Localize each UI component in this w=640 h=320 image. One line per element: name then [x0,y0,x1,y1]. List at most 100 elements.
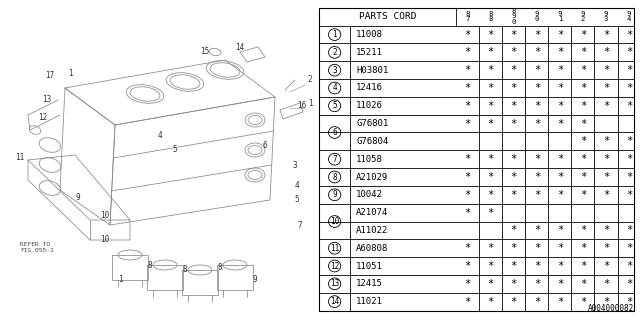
Text: *: * [626,279,632,289]
Text: 3: 3 [332,66,337,75]
Text: *: * [626,136,632,146]
Text: *: * [626,101,632,111]
Text: *: * [603,47,609,57]
Text: *: * [626,243,632,253]
Text: 8: 8 [182,266,188,275]
Text: *: * [626,297,632,307]
Text: *: * [603,83,609,93]
Text: *: * [603,172,609,182]
Text: A004000082: A004000082 [588,304,634,313]
Text: *: * [603,136,609,146]
Text: 6: 6 [262,140,268,149]
Text: *: * [488,297,493,307]
Text: 15: 15 [200,47,210,57]
Text: 12415: 12415 [356,279,383,288]
Text: *: * [534,225,540,236]
Text: *: * [465,279,470,289]
Text: *: * [534,279,540,289]
Text: 7: 7 [332,155,337,164]
Text: *: * [488,65,493,75]
Text: *: * [580,261,586,271]
Text: *: * [603,154,609,164]
Text: *: * [603,297,609,307]
Text: 5: 5 [173,146,177,155]
Text: *: * [511,279,516,289]
Text: *: * [488,172,493,182]
Text: *: * [603,65,609,75]
Text: *: * [557,101,563,111]
Text: 1: 1 [118,276,122,284]
Text: *: * [511,261,516,271]
Text: 2: 2 [332,48,337,57]
Text: 12: 12 [38,114,47,123]
Text: *: * [557,297,563,307]
Text: 8
7: 8 7 [465,11,470,22]
Text: *: * [557,154,563,164]
Text: 13: 13 [42,95,52,105]
Text: *: * [557,29,563,40]
Text: 9
2: 9 2 [580,11,585,22]
Text: *: * [580,47,586,57]
Text: G76801: G76801 [356,119,388,128]
Text: *: * [534,172,540,182]
Text: 9
1: 9 1 [557,11,562,22]
Text: *: * [465,243,470,253]
Text: A60808: A60808 [356,244,388,253]
Text: REFER TO
FIG.055-2: REFER TO FIG.055-2 [20,242,54,253]
Text: *: * [557,261,563,271]
Text: *: * [557,190,563,200]
Text: *: * [557,47,563,57]
Text: 4: 4 [332,84,337,92]
Text: 8: 8 [148,260,152,269]
Text: 11: 11 [330,244,339,253]
Text: *: * [603,225,609,236]
Text: 11058: 11058 [356,155,383,164]
Text: *: * [511,297,516,307]
Text: H03801: H03801 [356,66,388,75]
Text: *: * [580,119,586,129]
Text: *: * [603,190,609,200]
Text: 10: 10 [100,211,109,220]
Text: *: * [626,225,632,236]
Text: 5: 5 [332,101,337,110]
Text: 15211: 15211 [356,48,383,57]
Text: 5: 5 [294,196,300,204]
Text: *: * [580,154,586,164]
Text: *: * [534,154,540,164]
Text: *: * [580,297,586,307]
Text: *: * [465,190,470,200]
Text: *: * [534,297,540,307]
Text: *: * [534,243,540,253]
Text: *: * [488,119,493,129]
Text: *: * [465,119,470,129]
Text: 1: 1 [308,99,312,108]
Text: 9
4: 9 4 [627,11,631,22]
Text: 11: 11 [15,154,24,163]
Text: *: * [488,29,493,40]
Text: *: * [534,65,540,75]
Text: 11051: 11051 [356,261,383,270]
Text: *: * [580,65,586,75]
Text: *: * [580,136,586,146]
Text: *: * [580,29,586,40]
Text: *: * [488,190,493,200]
Text: *: * [626,83,632,93]
Text: 14: 14 [330,297,339,306]
Text: *: * [465,154,470,164]
Text: 4: 4 [294,180,300,189]
Text: *: * [557,243,563,253]
Text: 12: 12 [330,261,339,270]
Text: 9: 9 [253,276,257,284]
Text: 10: 10 [330,217,339,226]
Text: *: * [465,83,470,93]
Text: 11026: 11026 [356,101,383,110]
Text: *: * [603,279,609,289]
Text: 9
3: 9 3 [604,11,608,22]
Text: *: * [557,83,563,93]
Text: 11021: 11021 [356,297,383,306]
Text: 8
9
0: 8 9 0 [511,8,516,25]
Text: 17: 17 [45,71,54,81]
Text: 11008: 11008 [356,30,383,39]
Text: 10042: 10042 [356,190,383,199]
Text: *: * [580,172,586,182]
